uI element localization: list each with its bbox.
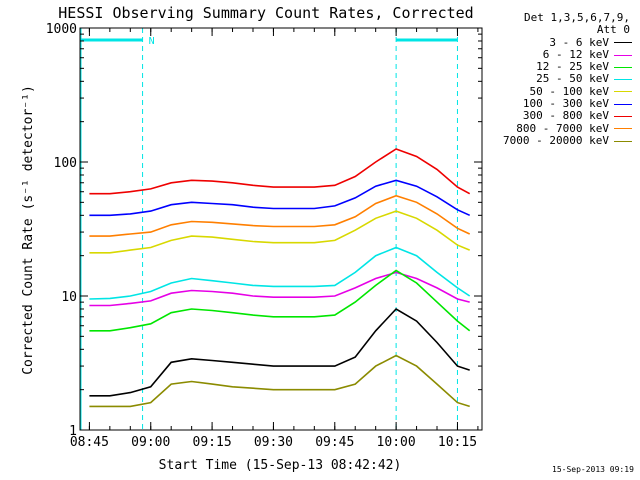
x-tick-label: 09:30 bbox=[254, 435, 293, 450]
legend-detectors: Det 1,3,5,6,7,9, bbox=[524, 11, 630, 24]
legend-entry: 3 - 6 keV bbox=[484, 35, 634, 49]
legend-swatch bbox=[614, 66, 632, 68]
legend-entry: 6 - 12 keV bbox=[484, 47, 634, 61]
legend-attenuator: Att 0 bbox=[596, 23, 630, 37]
y-tick-label: 100 bbox=[54, 156, 77, 171]
legend-swatch bbox=[614, 128, 632, 130]
legend-swatch bbox=[614, 42, 632, 44]
legend-entry: 25 - 50 keV bbox=[484, 73, 634, 85]
x-axis-label: Start Time (15-Sep-13 08:42:42) bbox=[159, 458, 402, 473]
legend-label: 6 - 12 keV bbox=[542, 47, 609, 61]
legend-label: 7000 - 20000 keV bbox=[503, 133, 609, 147]
series-line bbox=[89, 246, 471, 300]
legend-swatch bbox=[614, 103, 632, 105]
legend-entry: 300 - 800 keV bbox=[484, 110, 634, 122]
x-tick-label: 09:15 bbox=[193, 435, 232, 450]
legend-entry: 100 - 300 keV bbox=[484, 97, 634, 111]
series-line bbox=[89, 179, 471, 217]
x-tick-label: 09:45 bbox=[315, 435, 354, 450]
night-flag-label: N bbox=[149, 36, 155, 47]
y-axis-label: Corrected Count Rate (s⁻¹ detector⁻¹) bbox=[21, 85, 36, 375]
series-line bbox=[89, 269, 471, 332]
legend-entry: 50 - 100 keV bbox=[484, 84, 634, 98]
legend-swatch bbox=[614, 54, 632, 56]
legend-swatch bbox=[614, 116, 632, 118]
x-tick-label: 08:45 bbox=[70, 435, 109, 450]
legend-label: 12 - 25 keV bbox=[536, 60, 609, 74]
legend-label: 25 - 50 keV bbox=[536, 72, 609, 86]
legend-swatch bbox=[614, 91, 632, 93]
timestamp: 15-Sep-2013 09:19 bbox=[552, 465, 634, 474]
legend: Det 1,3,5,6,7,9, Att 0 3 - 6 keV 6 - 12 k… bbox=[484, 11, 634, 147]
y-tick-label: 10 bbox=[61, 290, 77, 305]
series-line bbox=[89, 194, 471, 237]
legend-label: 50 - 100 keV bbox=[529, 84, 609, 98]
x-tick-label: 09:00 bbox=[131, 435, 170, 450]
plot-frame bbox=[79, 27, 483, 431]
chart-title: HESSI Observing Summary Count Rates, Cor… bbox=[58, 4, 473, 22]
legend-label: 800 - 7000 keV bbox=[516, 121, 609, 135]
y-tick-label: 1000 bbox=[46, 22, 77, 37]
series-line bbox=[89, 148, 471, 195]
x-tick-label: 10:00 bbox=[377, 435, 416, 450]
legend-entry: 800 - 7000 keV bbox=[484, 121, 634, 135]
legend-swatch bbox=[614, 79, 632, 81]
legend-label: 3 - 6 keV bbox=[549, 35, 609, 49]
series-line bbox=[89, 271, 470, 307]
legend-entry: 12 - 25 keV bbox=[484, 60, 634, 74]
legend-label: 100 - 300 keV bbox=[522, 97, 609, 111]
x-tick-label: 10:15 bbox=[438, 435, 477, 450]
series-line bbox=[89, 307, 470, 397]
legend-swatch bbox=[614, 140, 632, 142]
series-line bbox=[89, 210, 471, 254]
legend-entry: 7000 - 20000 keV bbox=[484, 133, 634, 147]
legend-label: 300 - 800 keV bbox=[522, 109, 609, 123]
y-tick-label: 1 bbox=[69, 424, 77, 439]
series-line bbox=[89, 354, 470, 408]
